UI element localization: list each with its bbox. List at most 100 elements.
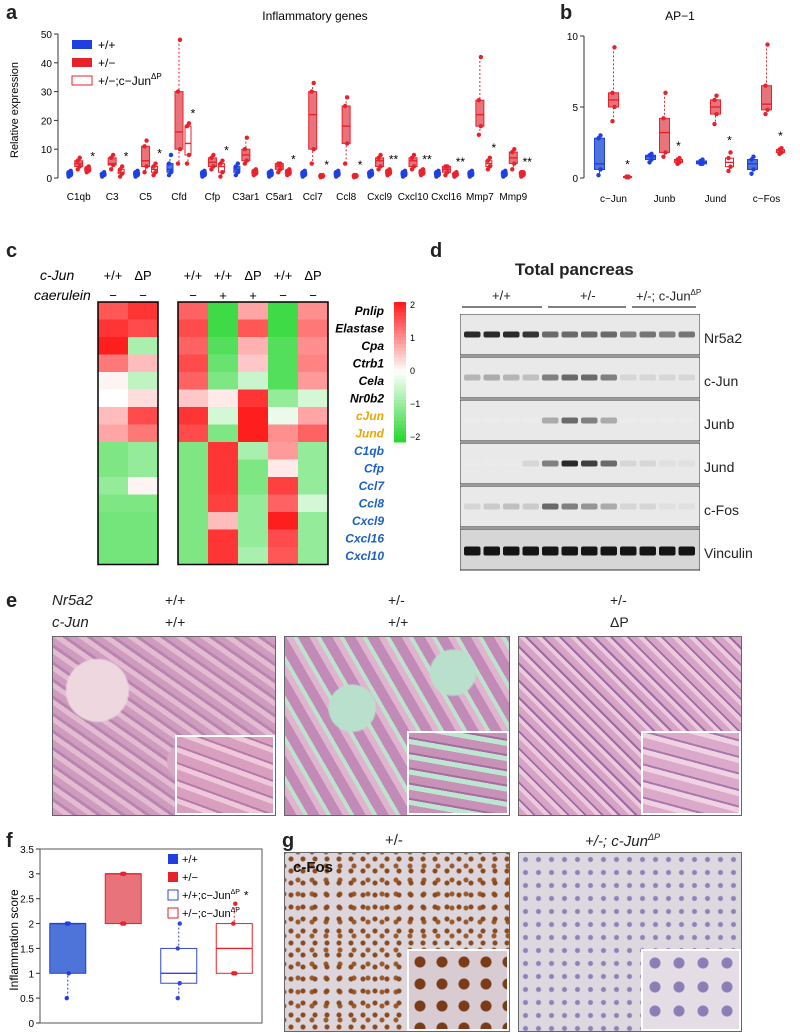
heatmap-cell	[298, 424, 328, 442]
legend-label-het: +/−	[98, 56, 115, 70]
western-band	[639, 460, 656, 467]
legend-swatch-het	[72, 58, 92, 67]
a-significance-star: *	[324, 158, 329, 172]
a-het-point	[344, 95, 350, 100]
heatmap-cell	[208, 424, 238, 442]
f-group-0-point	[66, 971, 71, 976]
f-y-tick-label: 1	[28, 969, 34, 980]
a-het-cjun-point	[287, 167, 292, 172]
b-het-point	[663, 90, 668, 96]
b-het-point	[612, 45, 617, 50]
b-het-point	[763, 111, 768, 117]
western-band	[503, 546, 520, 556]
western-band	[639, 546, 656, 556]
b-x-tick-label: c−Jun	[600, 194, 627, 205]
western-band	[600, 503, 617, 510]
f-y-tick-label: 2	[28, 920, 34, 931]
heatmap-cell	[178, 547, 208, 565]
heatmap-cell	[238, 407, 268, 425]
heatmap-cell	[268, 477, 298, 495]
a-wt-point	[168, 170, 174, 175]
heatmap-header-value: +/+	[104, 262, 123, 263]
heatmap-cell	[208, 494, 238, 512]
western-band	[678, 417, 695, 424]
heatmap-cell	[298, 389, 328, 407]
b-wt-box	[594, 137, 605, 170]
heatmap-scale-step	[394, 410, 406, 415]
a-het-point	[244, 158, 250, 163]
western-band	[639, 331, 656, 338]
heatmap-row-label: C1qb	[354, 444, 384, 458]
histology-image-het	[284, 636, 510, 816]
heatmap-cell	[128, 302, 158, 320]
western-band	[620, 460, 637, 467]
a-x-tick-label: Cxcl10	[398, 192, 429, 203]
chart-b-ap1: AP−1 0 5 10 c−Jun * Junb * Jund * c−Fos *	[567, 9, 785, 205]
heatmap-cell	[268, 389, 298, 407]
western-band	[600, 331, 617, 338]
b-wt-point	[751, 154, 756, 159]
heatmap-header-value: +/+	[104, 268, 123, 283]
a-het-cjun-box	[184, 125, 192, 156]
heatmap-header-value: +	[219, 288, 227, 303]
western-band	[503, 417, 520, 424]
f-group-3-point	[233, 901, 238, 906]
heatmap-cell	[238, 302, 268, 320]
f-group-2-point	[177, 921, 182, 926]
western-band	[581, 460, 598, 467]
f-group-0-box	[49, 923, 87, 974]
heatmap-scale-step	[394, 319, 406, 324]
heatmap-scale-step	[394, 403, 406, 408]
western-band	[581, 546, 598, 556]
a-wt-point	[269, 168, 274, 173]
heatmap-scale-step	[394, 302, 406, 306]
heatmap-header-value: +/+	[134, 262, 153, 263]
a-het-point	[445, 164, 450, 169]
heatmap-scale-tick: −1	[410, 399, 420, 409]
western-band	[483, 331, 500, 338]
western-group-het-cjun: +/-; c-JunΔP	[636, 288, 702, 304]
heatmap-scale-tick: 1	[410, 333, 415, 343]
b-y-tick-label: 0	[572, 174, 578, 185]
heatmap-cell	[298, 529, 328, 547]
a-significance-star: *	[492, 141, 497, 155]
western-band	[678, 331, 695, 338]
b-wt-point	[598, 133, 603, 138]
western-label-vinculin: Vinculin	[704, 545, 753, 561]
a-het-cjun-point	[86, 164, 91, 169]
western-group-wt: +/+	[492, 288, 511, 303]
heatmap-cell	[178, 337, 208, 355]
heatmap-header-value: ΔP	[134, 268, 151, 283]
a-wt-point	[469, 168, 475, 173]
ihc-inset-het-cjun	[641, 949, 741, 1031]
western-band	[600, 460, 617, 467]
f-y-tick-label: 0.5	[20, 994, 34, 1005]
a-het-point	[342, 103, 348, 109]
western-band	[542, 417, 559, 424]
g-title-het: +/-	[385, 832, 403, 849]
a-het-point	[411, 164, 417, 169]
heatmap-header-value: ΔP	[244, 268, 261, 283]
western-band	[678, 460, 695, 467]
heatmap-scale-step	[394, 386, 406, 390]
heatmap-cell	[178, 407, 208, 425]
heatmap-header-value: −	[139, 288, 147, 303]
chart-a-ylabel: Relative expression	[9, 62, 21, 158]
heatmap-cell	[178, 302, 208, 320]
western-label-cfos: c-Fos	[704, 502, 739, 518]
heatmap-scale-step	[394, 368, 406, 373]
b-het-point	[712, 121, 717, 127]
b-het-box	[659, 117, 670, 153]
heatmap-cell	[208, 459, 238, 477]
heatmap-scale-step	[394, 316, 406, 320]
a-het-box	[174, 91, 184, 150]
b-significance-star: *	[727, 133, 732, 147]
a-significance-star: **	[422, 152, 432, 166]
heatmap-header-value: ΔP	[304, 268, 321, 283]
heatmap-header-value: +/+	[274, 268, 293, 283]
heatmap-scale-step	[394, 438, 406, 443]
heatmap-header-value: +/+	[214, 262, 233, 263]
western-band	[678, 546, 695, 556]
histology-inset-het	[407, 731, 509, 815]
heatmap-header-value: +/+	[244, 262, 263, 263]
